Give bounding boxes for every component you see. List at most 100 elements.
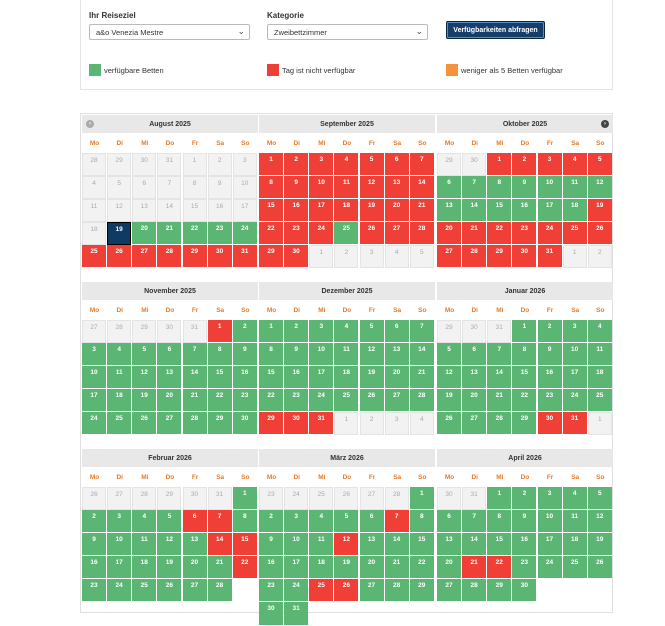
day-cell[interactable]: 21: [462, 556, 487, 580]
day-cell[interactable]: 7: [487, 343, 512, 367]
day-cell[interactable]: 24: [309, 222, 334, 246]
day-cell[interactable]: 11: [562, 176, 587, 200]
day-cell[interactable]: 28: [409, 389, 434, 413]
day-cell[interactable]: 23: [82, 579, 106, 603]
day-cell[interactable]: 23: [284, 389, 309, 413]
day-cell[interactable]: 18: [562, 199, 587, 223]
category-select[interactable]: Zweibettzimmer ⌄: [267, 24, 428, 40]
day-cell[interactable]: 16: [232, 366, 257, 390]
destination-select[interactable]: a&o Venezia Mestre ⌄: [89, 24, 250, 40]
day-cell[interactable]: 26: [359, 389, 384, 413]
day-cell[interactable]: 17: [284, 556, 309, 580]
day-cell[interactable]: 12: [359, 343, 384, 367]
day-cell[interactable]: 16: [82, 556, 106, 580]
day-cell[interactable]: 29: [487, 579, 512, 603]
day-cell[interactable]: 10: [309, 176, 334, 200]
day-cell[interactable]: 16: [512, 533, 537, 557]
day-cell[interactable]: 7: [462, 176, 487, 200]
day-cell[interactable]: 24: [562, 389, 587, 413]
day-cell[interactable]: 14: [182, 366, 207, 390]
day-cell[interactable]: 18: [107, 389, 132, 413]
day-cell[interactable]: 8: [259, 176, 283, 200]
day-cell[interactable]: 28: [384, 579, 409, 603]
day-cell[interactable]: 16: [284, 366, 309, 390]
day-cell[interactable]: 5: [437, 343, 461, 367]
day-cell[interactable]: 1: [409, 487, 434, 511]
day-cell[interactable]: 17: [82, 389, 106, 413]
day-cell[interactable]: 1: [259, 153, 283, 177]
day-cell[interactable]: 31: [284, 602, 309, 626]
day-cell[interactable]: 20: [384, 199, 409, 223]
day-cell[interactable]: 19: [157, 556, 182, 580]
day-cell[interactable]: 7: [207, 510, 232, 534]
day-cell[interactable]: 1: [487, 153, 512, 177]
day-cell[interactable]: 29: [512, 412, 537, 436]
day-cell[interactable]: 3: [537, 487, 562, 511]
day-cell[interactable]: 14: [462, 533, 487, 557]
day-cell[interactable]: 25: [334, 389, 359, 413]
day-cell[interactable]: 29: [409, 579, 434, 603]
day-cell[interactable]: 19: [587, 199, 612, 223]
day-cell[interactable]: 6: [437, 510, 461, 534]
day-cell[interactable]: 10: [537, 510, 562, 534]
day-cell[interactable]: 19: [587, 533, 612, 557]
day-cell[interactable]: 3: [309, 153, 334, 177]
day-cell[interactable]: 14: [409, 343, 434, 367]
day-cell[interactable]: 12: [587, 176, 612, 200]
day-cell[interactable]: 30: [232, 412, 257, 436]
day-cell[interactable]: 1: [487, 487, 512, 511]
day-cell[interactable]: 22: [232, 556, 257, 580]
day-cell[interactable]: 8: [487, 176, 512, 200]
day-cell[interactable]: 28: [487, 412, 512, 436]
day-cell[interactable]: 28: [462, 245, 487, 269]
day-cell[interactable]: 22: [409, 556, 434, 580]
day-cell[interactable]: 28: [462, 579, 487, 603]
day-cell[interactable]: 8: [232, 510, 257, 534]
day-cell[interactable]: 9: [512, 510, 537, 534]
day-cell[interactable]: 10: [107, 533, 132, 557]
day-cell[interactable]: 8: [259, 343, 283, 367]
day-cell[interactable]: 6: [359, 510, 384, 534]
prev-month-icon[interactable]: ‹: [86, 120, 94, 128]
day-cell[interactable]: 7: [462, 510, 487, 534]
day-cell[interactable]: 1: [259, 320, 283, 344]
day-cell[interactable]: 5: [587, 487, 612, 511]
day-cell[interactable]: 6: [462, 343, 487, 367]
day-cell[interactable]: 4: [587, 320, 612, 344]
day-cell[interactable]: 11: [132, 533, 157, 557]
day-cell[interactable]: 31: [562, 412, 587, 436]
day-cell[interactable]: 25: [562, 222, 587, 246]
day-cell[interactable]: 31: [537, 245, 562, 269]
day-cell[interactable]: 5: [132, 343, 157, 367]
day-cell[interactable]: 8: [512, 343, 537, 367]
day-cell[interactable]: 18: [309, 556, 334, 580]
day-cell[interactable]: 12: [587, 510, 612, 534]
day-cell[interactable]: 13: [384, 343, 409, 367]
day-cell[interactable]: 29: [487, 245, 512, 269]
day-cell[interactable]: 26: [587, 222, 612, 246]
day-cell[interactable]: 20: [384, 366, 409, 390]
day-cell[interactable]: 20: [462, 389, 487, 413]
next-month-icon[interactable]: ›: [601, 120, 609, 128]
day-cell[interactable]: 28: [207, 579, 232, 603]
day-cell[interactable]: 22: [182, 222, 207, 246]
day-cell[interactable]: 6: [437, 176, 461, 200]
day-cell[interactable]: 6: [182, 510, 207, 534]
day-cell[interactable]: 26: [107, 245, 132, 269]
day-cell[interactable]: 30: [512, 579, 537, 603]
day-cell[interactable]: 25: [309, 579, 334, 603]
day-cell[interactable]: 28: [409, 222, 434, 246]
day-cell[interactable]: 23: [512, 556, 537, 580]
day-cell[interactable]: 28: [157, 245, 182, 269]
day-cell[interactable]: 11: [309, 533, 334, 557]
day-cell[interactable]: 13: [182, 533, 207, 557]
day-cell[interactable]: 25: [107, 412, 132, 436]
day-cell[interactable]: 16: [259, 556, 283, 580]
day-cell[interactable]: 16: [512, 199, 537, 223]
day-cell[interactable]: 25: [132, 579, 157, 603]
day-cell[interactable]: 15: [207, 366, 232, 390]
day-cell[interactable]: 9: [259, 533, 283, 557]
day-cell[interactable]: 17: [309, 366, 334, 390]
day-cell[interactable]: 29: [259, 412, 283, 436]
day-cell[interactable]: 20: [437, 222, 461, 246]
